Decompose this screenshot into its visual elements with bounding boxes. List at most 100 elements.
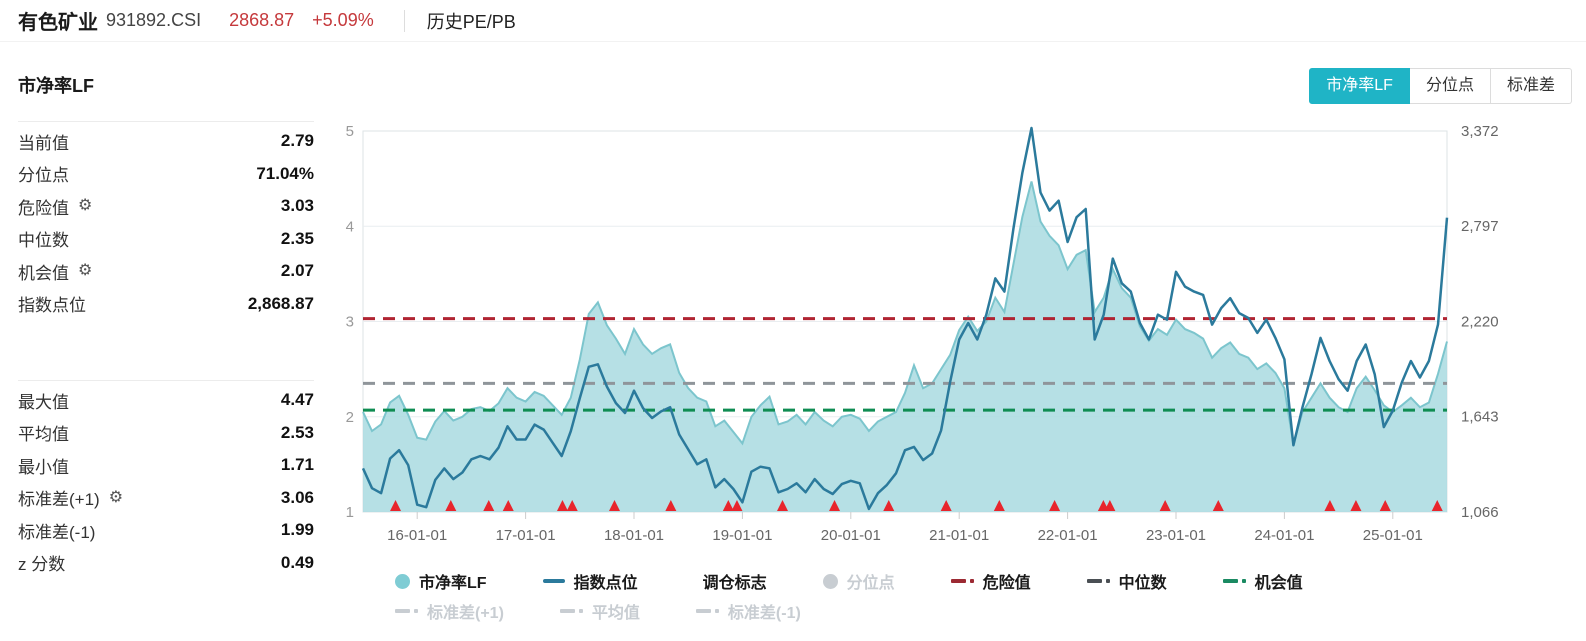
opportunity-value-legend-icon [1222, 579, 1246, 583]
right-axis-tick: 2,220 [1461, 313, 1499, 330]
rebalance-marker-icon[interactable] [1212, 500, 1224, 511]
legend-item-median[interactable]: 中位数 [1086, 569, 1167, 593]
right-axis-tick: 1,643 [1461, 409, 1499, 426]
gear-icon[interactable]: ⚙ [78, 197, 93, 215]
stats-group-history: 最大值 4.47 平均值 2.53 最小值 1.71 标准差(+1) ⚙ 3.06… [18, 380, 314, 579]
left-axis-tick: 2 [346, 409, 354, 426]
stat-row-std-plus1: 标准差(+1) ⚙ 3.06 [18, 482, 314, 515]
tab-std-dev[interactable]: 标准差 [1490, 68, 1572, 104]
std-minus1-legend-icon [695, 609, 719, 613]
legend-label: 机会值 [1254, 575, 1303, 592]
legend-item-std-plus1[interactable]: 标准差(+1) [395, 599, 504, 623]
pb-area-outline [362, 181, 1448, 446]
rebalance-marker-icon[interactable] [883, 500, 895, 511]
rebalance-marker-icon[interactable] [829, 500, 841, 511]
x-axis-label: 16-01-01 [387, 527, 447, 544]
stats-panel: 当前值 2.79 分位点 71.04% 危险值 ⚙ 3.03 中位数 2.35 机… [18, 121, 314, 579]
pb-legend-icon [395, 573, 410, 589]
gear-icon[interactable]: ⚙ [78, 262, 93, 280]
chart-legend: 市净率LF 指数点位 调仓标志 分位点 危险值 中位数 机会值标准差(+1) 平均值 标准差(-… [395, 566, 1535, 626]
pb-area-series [363, 181, 1447, 512]
legend-row: 标准差(+1) 平均值 标准差(-1) [395, 596, 1535, 626]
rebalance-marker-icon[interactable] [1324, 500, 1336, 511]
x-axis-label: 25-01-01 [1363, 527, 1423, 544]
stat-label: 危险值 ⚙ [18, 197, 93, 218]
stat-label: 标准差(+1) ⚙ [18, 488, 124, 510]
index-points-legend-icon [542, 579, 565, 583]
legend-label: 调仓标志 [702, 575, 767, 592]
x-axis-label: 18-01-01 [604, 527, 664, 544]
stat-row-min: 最小值 1.71 [18, 449, 314, 482]
index-code: 931892.CSI [106, 10, 202, 30]
stat-row-z-score: z 分数 0.49 [18, 547, 314, 580]
stat-label: 平均值 [18, 425, 69, 445]
legend-label: 指数点位 [573, 575, 638, 592]
stat-row-opportunity-value: 机会值 ⚙ 2.07 [18, 255, 314, 288]
rebalance-marker-icon[interactable] [1379, 500, 1391, 511]
stat-value: 0.49 [280, 552, 314, 572]
rebalance-marker-icon[interactable] [390, 500, 402, 511]
stat-row-std-minus1: 标准差(-1) 1.99 [18, 514, 314, 547]
rebalance-marker-icon[interactable] [502, 500, 514, 511]
stat-value: 2,868.87 [247, 293, 314, 313]
rebalance-marker-icon[interactable] [566, 500, 578, 511]
legend-label: 分位点 [846, 575, 895, 592]
x-axis-label: 21-01-01 [929, 527, 989, 544]
legend-label: 市净率LF [419, 575, 487, 592]
rebalance-marker-icon[interactable] [483, 500, 495, 511]
menu-history-pe-pb[interactable]: 历史PE/PB [426, 11, 516, 32]
rebalance-marker-icon[interactable] [1049, 500, 1061, 511]
rebalance-marker-icon[interactable] [445, 500, 457, 511]
tab-pb-lf[interactable]: 市净率LF [1309, 68, 1410, 104]
stat-label: 当前值 [18, 133, 69, 153]
mean-legend-icon [559, 609, 583, 613]
rebalance-marker-icon[interactable] [1350, 500, 1362, 511]
header-divider [403, 9, 405, 32]
legend-item-percentile[interactable]: 分位点 [822, 569, 895, 593]
rebalance-marker-icon[interactable] [1104, 500, 1116, 511]
x-axis-label: 24-01-01 [1254, 527, 1314, 544]
legend-item-index-points[interactable]: 指数点位 [542, 569, 638, 593]
gear-icon[interactable]: ⚙ [108, 488, 124, 506]
stat-value: 1.99 [280, 520, 314, 540]
danger-value-legend-icon [950, 579, 974, 583]
stat-label: 指数点位 [18, 296, 86, 316]
legend-item-std-minus1[interactable]: 标准差(-1) [695, 599, 801, 623]
stats-group-current: 当前值 2.79 分位点 71.04% 危险值 ⚙ 3.03 中位数 2.35 机… [18, 121, 314, 320]
stat-label: 标准差(-1) [18, 522, 96, 542]
stat-label: 机会值 ⚙ [18, 262, 93, 283]
page-title: 市净率LF [18, 76, 94, 96]
legend-item-rebalance-flag[interactable]: 调仓标志 [694, 569, 767, 593]
left-axis-tick: 5 [346, 123, 354, 140]
stat-value: 4.47 [280, 390, 314, 410]
stat-row-mean: 平均值 2.53 [18, 417, 314, 450]
stat-value: 3.03 [280, 196, 314, 216]
rebalance-marker-icon[interactable] [556, 500, 568, 511]
left-axis-tick: 4 [346, 218, 354, 235]
pb-chart-svg[interactable]: 1 2 3 4 5 1,066 1,643 2,220 2,797 3,372 16-01-01 17… [340, 112, 1586, 560]
stat-row-current-value: 当前值 2.79 [18, 125, 314, 158]
index-name: 有色矿业 [18, 12, 98, 34]
rebalance-marker-icon[interactable] [777, 500, 789, 511]
rebalance-marker-icon[interactable] [1431, 500, 1443, 511]
index-line-series [361, 126, 1449, 511]
pb-history-chart[interactable]: 1 2 3 4 5 1,066 1,643 2,220 2,797 3,372 16-01-01 17… [340, 112, 1586, 560]
left-axis-tick: 1 [346, 504, 354, 521]
rebalance-marker-icon[interactable] [608, 500, 620, 511]
legend-item-mean[interactable]: 平均值 [559, 599, 640, 623]
rebalance-marker-icon[interactable] [993, 500, 1005, 511]
legend-item-pb[interactable]: 市净率LF [395, 569, 487, 593]
tab-percentile[interactable]: 分位点 [1409, 68, 1491, 104]
legend-item-opportunity-value[interactable]: 机会值 [1222, 569, 1303, 593]
index-change-percent: +5.09% [312, 10, 374, 30]
rebalance-marker-icon[interactable] [731, 500, 743, 511]
legend-item-danger-value[interactable]: 危险值 [950, 569, 1031, 593]
x-axis-label: 19-01-01 [712, 527, 772, 544]
median-legend-icon [1086, 579, 1110, 583]
rebalance-marker-icon[interactable] [665, 500, 677, 511]
x-axis-label: 17-01-01 [496, 527, 556, 544]
rebalance-marker-icon[interactable] [722, 500, 734, 511]
percentile-legend-icon [822, 573, 838, 589]
rebalance-marker-icon[interactable] [940, 500, 952, 511]
rebalance-marker-icon[interactable] [1159, 500, 1171, 511]
